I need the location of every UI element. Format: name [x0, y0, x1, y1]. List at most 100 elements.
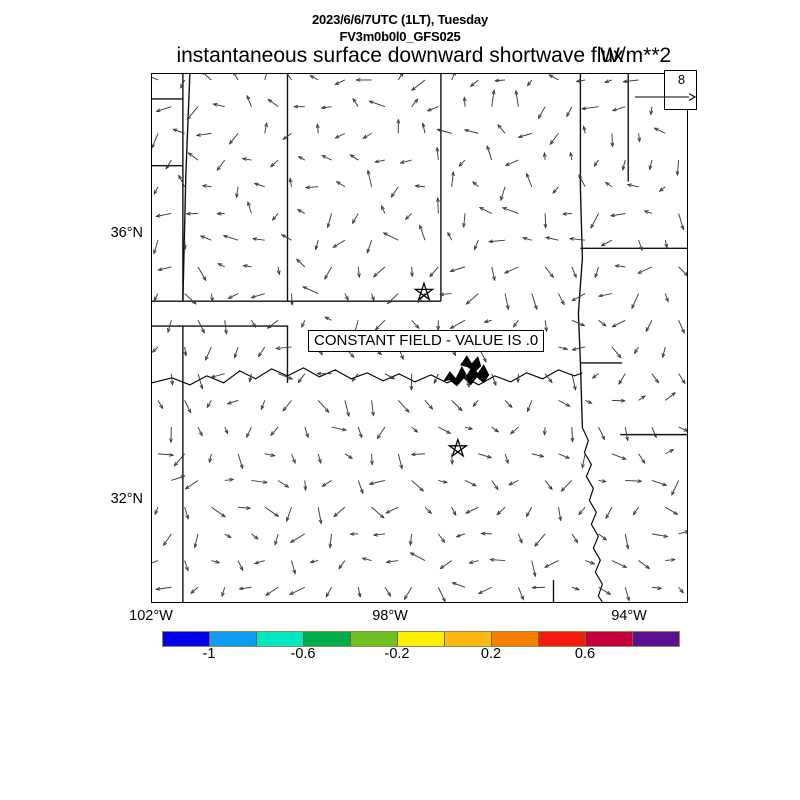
x-axis-tick-label: 102°W: [129, 608, 173, 624]
colorbar-segment: [398, 632, 445, 646]
wind-vector-arrow: [664, 293, 668, 302]
wind-vector-arrow: [184, 560, 188, 571]
wind-vector-arrow: [251, 533, 258, 539]
wind-vector-arrow: [298, 210, 306, 214]
wind-vector-arrow: [563, 213, 572, 214]
wind-vector-arrow: [612, 133, 613, 146]
wind-vector-arrow: [247, 96, 252, 107]
wind-vector-arrow: [283, 400, 292, 410]
wind-vector-arrow: [255, 560, 265, 564]
wind-vector-arrow: [531, 453, 544, 457]
wind-vector-arrow: [579, 506, 586, 514]
wind-vector-arrow: [638, 266, 653, 273]
wind-vector-arrow: [197, 266, 206, 281]
wind-vector-arrow: [527, 79, 533, 86]
wind-vector-arrow: [253, 239, 265, 240]
colorbar[interactable]: [162, 631, 680, 647]
wind-vector-arrow: [243, 159, 252, 160]
wind-vector-arrow: [420, 225, 426, 241]
wind-vector-arrow: [322, 107, 332, 108]
station-star-2: [447, 437, 469, 458]
x-axis-tick-label: 98°W: [372, 608, 408, 624]
wind-vector-arrow: [384, 233, 399, 241]
wind-vector-arrow: [357, 426, 362, 437]
wind-vector-arrow: [558, 346, 567, 349]
wind-vector-arrow: [185, 480, 199, 488]
wind-vector-arrow: [317, 400, 329, 412]
wind-vector-arrow: [451, 172, 454, 187]
wind-vector-arrow: [322, 480, 332, 486]
wind-vector-arrow: [553, 186, 559, 193]
wind-vector-arrow: [584, 399, 591, 403]
wind-vector-arrow: [424, 506, 431, 513]
wind-vector-arrow: [209, 453, 211, 463]
wind-vector-arrow: [388, 293, 399, 304]
wind-vector-arrow: [152, 560, 159, 564]
wind-vector-arrow: [651, 533, 668, 537]
wind-vector-arrow: [639, 133, 640, 141]
wind-vector-arrow: [504, 453, 508, 463]
wind-vector-arrow: [549, 75, 559, 81]
map-plot-area[interactable]: [151, 73, 688, 603]
wind-vector-arrow: [344, 293, 348, 301]
wind-vector-arrow: [211, 506, 225, 517]
wind-vector-arrow: [665, 559, 675, 560]
wind-vector-arrow: [491, 373, 496, 386]
wind-vector-arrow: [484, 320, 492, 322]
wind-vector-arrow: [291, 293, 292, 305]
wind-vector-arrow: [611, 453, 626, 459]
wind-vector-arrow: [544, 266, 553, 277]
wind-vector-arrow: [264, 506, 279, 516]
colorbar-segment: [163, 632, 210, 646]
wind-vector-arrow: [619, 373, 626, 384]
wind-vector-arrow: [335, 79, 346, 84]
wind-vector-arrow: [464, 213, 465, 227]
wind-vector-arrow: [179, 175, 186, 187]
wind-vector-arrow: [624, 533, 628, 549]
wind-vector-arrow: [277, 373, 292, 379]
wind-vector-arrow: [372, 453, 373, 465]
wind-vector-arrow: [474, 239, 479, 249]
wind-vector-arrow: [570, 239, 586, 241]
y-axis-tick-label: 32°N: [110, 491, 143, 507]
wind-vector-arrow: [611, 346, 621, 358]
wind-vector-arrow: [306, 187, 319, 188]
wind-vector-arrow: [664, 393, 675, 401]
wind-vector-arrow: [544, 427, 545, 435]
wind-vector-arrow: [489, 240, 506, 242]
wind-vector-arrow: [195, 533, 199, 548]
wind-vector-arrow: [154, 186, 159, 194]
wind-vector-arrow: [173, 129, 185, 134]
wind-vector-arrow: [451, 74, 456, 81]
station-star-1: [413, 281, 435, 302]
wind-vector-arrow: [290, 178, 291, 187]
wind-vector-arrow: [678, 531, 687, 535]
wind-vector-arrow: [331, 426, 347, 430]
wind-vector-arrow: [311, 561, 319, 563]
wind-vector-arrow: [317, 507, 321, 523]
wind-vector-arrow: [386, 506, 399, 513]
wind-vector-arrow: [491, 426, 499, 432]
wind-vector-arrow: [634, 346, 639, 353]
wind-vector-arrow: [606, 506, 613, 518]
wind-vector-arrow: [236, 186, 238, 198]
wind-vector-arrow: [638, 396, 645, 401]
wind-vector-arrow: [325, 266, 332, 279]
wind-vector-arrow: [527, 400, 533, 411]
wind-vector-arrow: [678, 373, 685, 384]
wind-vector-arrow: [335, 132, 346, 138]
wind-vector-arrow: [406, 213, 412, 219]
wind-vector-arrow: [665, 240, 667, 248]
wind-vector-arrow: [424, 400, 433, 409]
wind-vector-arrow: [224, 236, 239, 241]
wind-vector-arrow: [651, 587, 661, 588]
wind-vector-arrow: [480, 207, 492, 214]
wind-vector-arrow: [225, 320, 227, 334]
wind-vector-arrow: [572, 427, 573, 442]
wind-vector-arrow: [535, 533, 546, 546]
wind-vector-arrow: [571, 586, 579, 589]
wind-vector-arrow: [612, 319, 626, 327]
wind-vector-arrow: [251, 293, 265, 298]
wind-vector-arrow: [561, 480, 573, 491]
wind-vector-arrow: [598, 586, 611, 594]
